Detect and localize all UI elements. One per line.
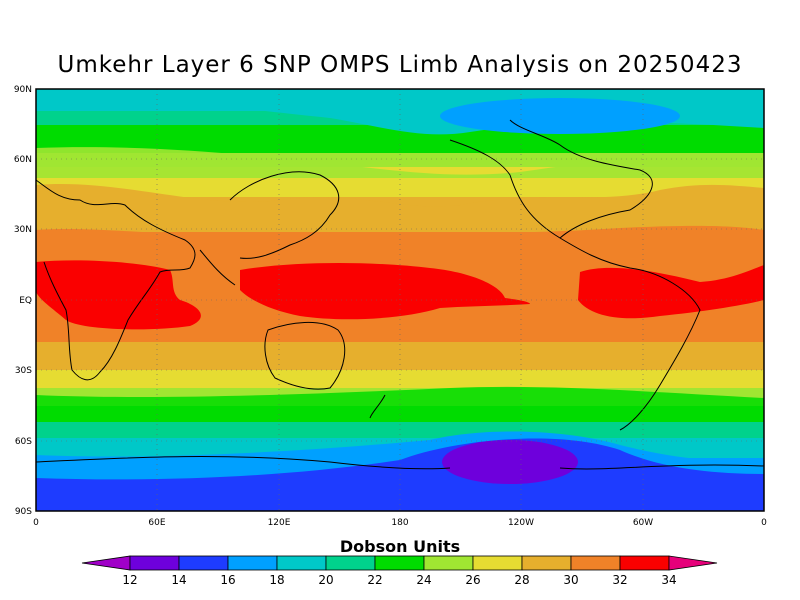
colorbar-segment bbox=[423, 555, 474, 571]
colorbar-segment bbox=[374, 555, 425, 571]
north-26-band bbox=[36, 147, 764, 178]
lat-axis: 90N 60N 30N EQ 30S 60S 90S bbox=[14, 85, 32, 517]
colorbar-tick-label: 24 bbox=[416, 573, 431, 587]
colorbar-tick-label: 18 bbox=[269, 573, 284, 587]
lat-label: 30S bbox=[15, 366, 32, 376]
colorbar-title: Dobson Units bbox=[339, 537, 461, 556]
colorbar-tick-label: 16 bbox=[220, 573, 235, 587]
lon-label: 0 bbox=[761, 518, 767, 528]
colorbar-arrow-right bbox=[668, 555, 718, 571]
south-24-band bbox=[36, 386, 764, 420]
colorbar-segment bbox=[178, 555, 229, 571]
lon-label: 180 bbox=[391, 518, 408, 528]
colorbar-segment bbox=[129, 555, 180, 571]
lat-label: 90S bbox=[15, 507, 32, 517]
colorbar-tick-label: 28 bbox=[514, 573, 529, 587]
ozone-minimum-region bbox=[442, 440, 578, 484]
colorbar-tick-label: 32 bbox=[612, 573, 627, 587]
colorbar: 12 14 16 18 20 22 24 26 28 30 32 34 bbox=[81, 555, 718, 587]
map-frame bbox=[35, 88, 765, 512]
graticule bbox=[36, 89, 764, 511]
colorbar-segment bbox=[570, 555, 621, 571]
page-title: Umkehr Layer 6 SNP OMPS Limb Analysis on… bbox=[57, 52, 743, 78]
arctic-low-region bbox=[440, 98, 680, 134]
tropical-max-americas bbox=[578, 265, 764, 319]
lon-axis: 0 60E 120E 180 120W 60W 0 bbox=[33, 518, 767, 528]
lat-label: 60S bbox=[15, 437, 32, 447]
north-32-band bbox=[36, 225, 764, 245]
band-30-south bbox=[36, 342, 764, 370]
colorbar-tick-label: 14 bbox=[171, 573, 186, 587]
lon-label: 60W bbox=[633, 518, 653, 528]
colorbar-segment bbox=[227, 555, 278, 571]
lat-label: EQ bbox=[19, 296, 32, 306]
lon-label: 60E bbox=[148, 518, 165, 528]
colorbar-segment bbox=[472, 555, 523, 571]
colorbar-segment bbox=[521, 555, 572, 571]
coastlines bbox=[36, 119, 764, 470]
colorbar-segment bbox=[276, 555, 327, 571]
lon-label: 120W bbox=[508, 518, 534, 528]
tropical-max-africa bbox=[36, 260, 201, 330]
colorbar-tick-label: 30 bbox=[563, 573, 578, 587]
colorbar-arrow-left bbox=[81, 555, 131, 571]
colorbar-segment bbox=[325, 555, 376, 571]
colorbar-tick-label: 22 bbox=[367, 573, 382, 587]
colorbar-tick-label: 12 bbox=[122, 573, 137, 587]
colorbar-segment bbox=[619, 555, 670, 571]
colorbar-tick-label: 34 bbox=[661, 573, 676, 587]
tropical-max-pacific bbox=[240, 263, 530, 320]
lat-label: 90N bbox=[14, 85, 32, 95]
lat-label: 30N bbox=[14, 225, 32, 235]
ozone-field bbox=[36, 89, 764, 511]
lon-label: 0 bbox=[33, 518, 39, 528]
colorbar-tick-label: 20 bbox=[318, 573, 333, 587]
lat-label: 60N bbox=[14, 155, 32, 165]
lon-label: 120E bbox=[268, 518, 291, 528]
colorbar-tick-label: 26 bbox=[465, 573, 480, 587]
